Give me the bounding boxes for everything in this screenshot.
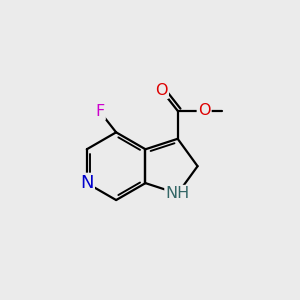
Text: NH: NH	[166, 186, 190, 201]
Text: N: N	[80, 174, 94, 192]
Text: F: F	[95, 104, 105, 119]
Text: O: O	[155, 83, 168, 98]
Text: O: O	[198, 103, 210, 118]
